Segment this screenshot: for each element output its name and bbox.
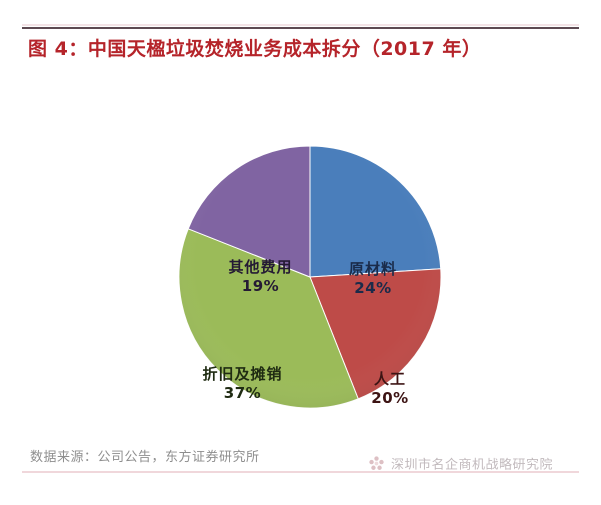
bottom-rule (22, 471, 579, 473)
pie-svg (178, 145, 442, 409)
pie-chart-area: 原材料 24% 人工 20% 折旧及摊销 37% 其他费用 19% (0, 80, 601, 430)
flower-logo-icon (369, 455, 384, 470)
page-title: 图 4：中国天楹垃圾焚烧业务成本拆分（2017 年） (28, 38, 482, 60)
watermark-text: 深圳市名企商机战略研究院 (391, 457, 554, 473)
watermark: 深圳市名企商机战略研究院 (368, 448, 583, 478)
pie-chart (178, 145, 442, 409)
title-rule-highlight (22, 24, 579, 26)
title-top-rule (22, 27, 579, 29)
pie-shading (179, 146, 441, 408)
source-note: 数据来源：公司公告，东方证券研究所 (30, 450, 260, 465)
